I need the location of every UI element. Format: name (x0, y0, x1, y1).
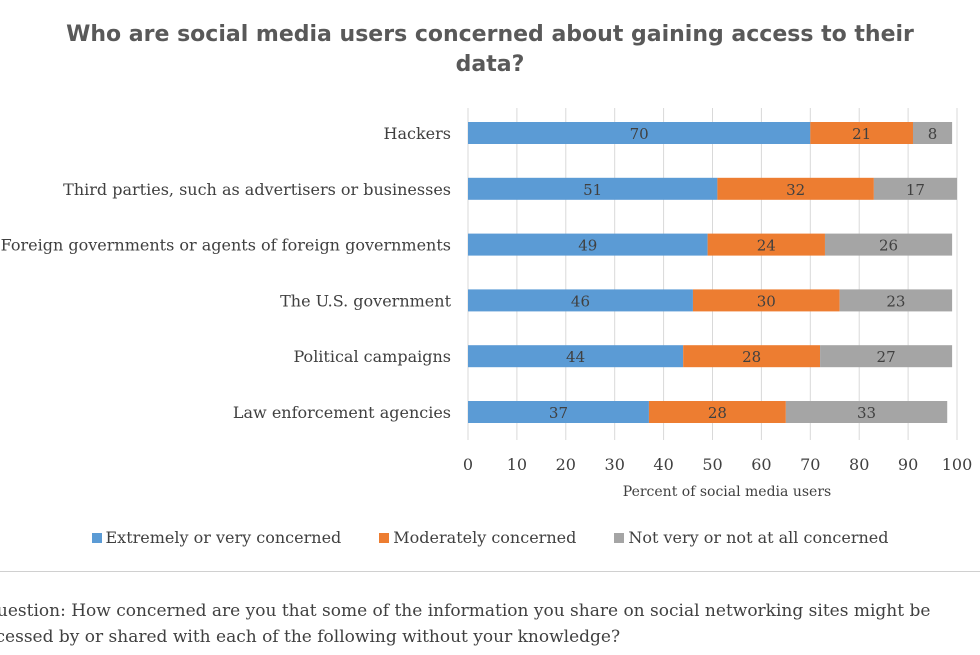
category-label: The U.S. government (280, 291, 451, 310)
bar-value-label: 30 (757, 292, 776, 310)
footnote-line-2: ccessed by or shared with each of the fo… (0, 627, 621, 647)
bar-segment (839, 289, 953, 312)
legend-item-not-very: Not very or not at all concerned (614, 528, 888, 547)
x-tick-label: 80 (849, 455, 869, 474)
bar-segment (468, 289, 693, 312)
bar-value-label: 8 (928, 125, 938, 143)
category-label: Third parties, such as advertisers or bu… (63, 180, 451, 199)
bar-value-label: 23 (886, 292, 905, 310)
bar-value-label: 21 (852, 125, 871, 143)
x-tick-label: 90 (898, 455, 918, 474)
bar-segment (785, 401, 948, 423)
footnote-line-1: question: How concerned are you that som… (0, 601, 931, 621)
x-axis-title: Percent of social media users (623, 484, 831, 500)
bar-segment (824, 233, 953, 256)
x-tick-label: 20 (556, 455, 576, 474)
bar-segment (692, 289, 840, 312)
bar-segment (810, 122, 913, 144)
bar-value-label: 28 (742, 348, 761, 366)
bar-value-label: 37 (549, 404, 568, 422)
legend-swatch-orange (379, 532, 390, 543)
bar-segment (648, 401, 786, 423)
bar-segment (468, 345, 684, 368)
bar-value-label: 28 (708, 404, 727, 422)
bar-value-label: 26 (879, 237, 898, 255)
stacked-bar-chart: 70 21 8 51 32 17 49 24 26 46 30 23 44 28 27 37 28 33 Hack… (1, 108, 972, 500)
legend-label: Extremely or very concerned (105, 528, 342, 547)
legend: Extremely or very concerned Moderately c… (0, 528, 980, 547)
bar-segment (468, 177, 718, 200)
bar-segment (717, 177, 874, 200)
bars: 70 21 8 51 32 17 49 24 26 46 30 23 44 28 27 37 28 33 (468, 122, 957, 423)
bar-value-label: 24 (757, 237, 776, 255)
category-label: Foreign governments or agents of foreign… (1, 236, 451, 255)
x-tick-labels: 0 10 20 30 40 50 60 70 80 90 100 (463, 455, 972, 474)
bar-value-label: 51 (583, 181, 602, 199)
bar-value-label: 49 (578, 237, 597, 255)
x-tick-label: 60 (751, 455, 771, 474)
bar-segment (873, 177, 957, 200)
legend-swatch-gray (614, 532, 625, 543)
x-tick-label: 100 (942, 455, 973, 474)
bar-value-label: 32 (786, 181, 805, 199)
category-labels: Hackers Third parties, such as advertiser… (1, 124, 452, 422)
category-label: Hackers (384, 124, 451, 143)
x-tick-label: 30 (605, 455, 625, 474)
footnote-divider (0, 571, 980, 572)
bar-segment (820, 345, 953, 368)
x-tick-label: 40 (653, 455, 673, 474)
legend-label: Not very or not at all concerned (628, 528, 889, 547)
bar-segment (468, 233, 708, 256)
bar-segment (468, 401, 649, 423)
legend-label: Moderately concerned (393, 528, 577, 547)
bar-value-label: 33 (857, 404, 876, 422)
bar-value-label: 17 (906, 181, 925, 199)
x-tick-label: 0 (463, 455, 473, 474)
bar-value-label: 46 (571, 292, 590, 310)
bar-segment (707, 233, 825, 256)
legend-item-extremely: Extremely or very concerned (91, 528, 342, 547)
legend-swatch-blue (91, 532, 102, 543)
legend-item-moderately: Moderately concerned (379, 528, 576, 547)
bar-value-label: 27 (877, 348, 896, 366)
gridlines (467, 108, 958, 440)
category-label: Law enforcement agencies (233, 403, 451, 422)
x-tick-label: 10 (507, 455, 527, 474)
x-tick-label: 70 (800, 455, 820, 474)
bar-value-label: 44 (566, 348, 585, 366)
bar-value-label: 70 (630, 125, 649, 143)
category-label: Political campaigns (293, 347, 451, 366)
chart-title: Who are social media users concerned abo… (66, 22, 914, 77)
bar-segment (683, 345, 821, 368)
bar-segment (468, 122, 811, 144)
footnote: question: How concerned are you that som… (0, 598, 980, 650)
bar-segment (912, 122, 953, 144)
x-tick-label: 50 (702, 455, 722, 474)
